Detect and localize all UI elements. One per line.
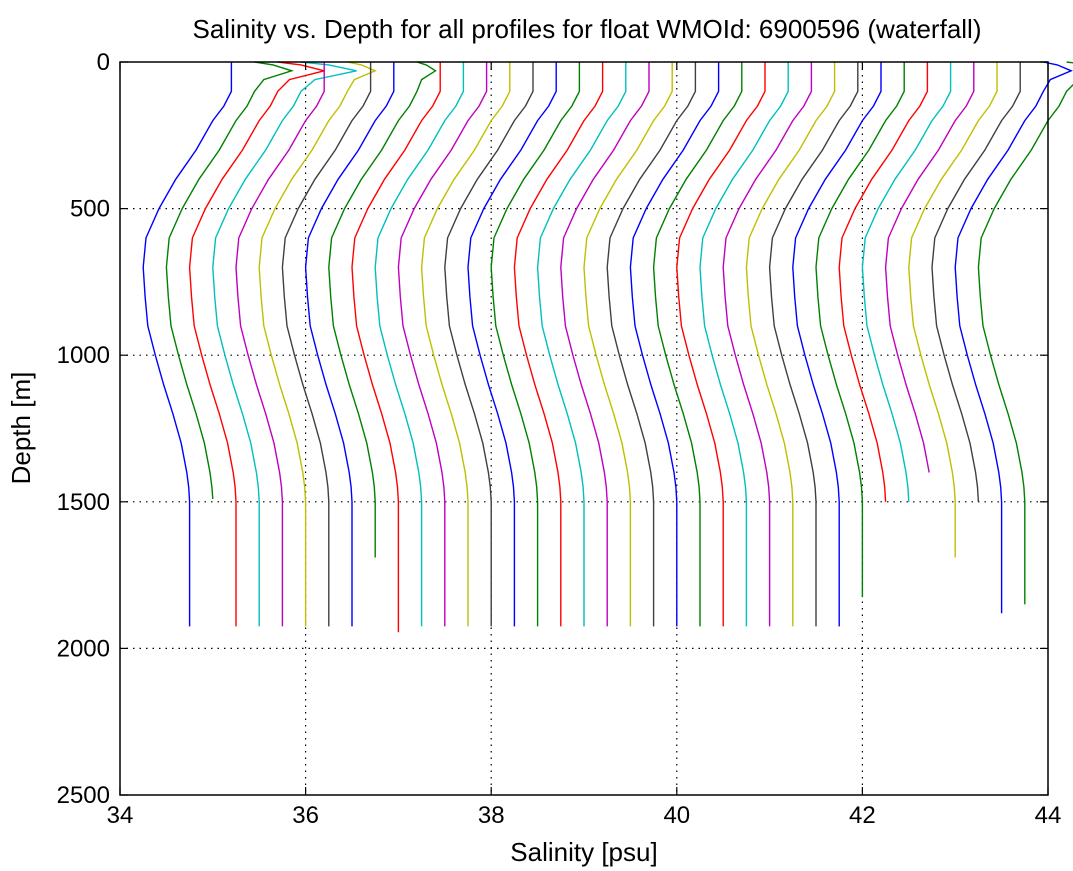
- profile-line: [931, 62, 1021, 502]
- profile-line: [560, 62, 650, 627]
- plot-frame: [119, 61, 1049, 796]
- x-tick-label: 36: [292, 802, 319, 829]
- profile-line: [212, 61, 357, 627]
- profile-line: [467, 62, 557, 627]
- profile-line: [815, 62, 905, 598]
- profile-line: [374, 62, 465, 627]
- axis-ticks: 34 36 38 40 42 44 0 500 1000 1500 2000 2500: [57, 49, 1062, 829]
- profile-series: [142, 61, 1073, 633]
- x-tick-label: 42: [849, 802, 876, 829]
- x-tick-label: 34: [107, 802, 134, 829]
- profile-line: [652, 62, 743, 627]
- profile-line: [165, 61, 295, 499]
- profile-line: [745, 62, 836, 627]
- profile-line: [954, 61, 1073, 614]
- y-tick-label: 1000: [57, 342, 110, 369]
- profile-line: [188, 61, 325, 627]
- x-tick-label: 38: [478, 802, 505, 829]
- profile-line: [397, 62, 488, 627]
- profile-line: [281, 62, 372, 627]
- profile-line: [722, 62, 813, 627]
- x-tick-label: 40: [663, 802, 690, 829]
- profile-line: [977, 61, 1073, 605]
- y-tick-label: 2000: [57, 635, 110, 662]
- profile-line: [235, 62, 325, 627]
- profile-line: [328, 61, 437, 558]
- profile-line: [792, 62, 882, 627]
- profile-line: [699, 62, 789, 627]
- profile-line: [884, 62, 975, 473]
- x-axis-title: Salinity [psu]: [510, 837, 657, 867]
- profile-line: [908, 62, 998, 558]
- profile-line: [861, 62, 952, 502]
- y-tick-label: 500: [70, 196, 110, 223]
- y-tick-label: 0: [97, 49, 110, 76]
- profile-line: [351, 62, 441, 633]
- profile-line: [768, 62, 859, 627]
- x-tick-label: 44: [1035, 802, 1062, 829]
- profile-line: [304, 62, 395, 627]
- y-tick-label: 2500: [57, 782, 110, 809]
- profile-line: [536, 62, 627, 627]
- profile-line: [444, 62, 534, 627]
- profile-line: [513, 62, 604, 627]
- chart-title: Salinity vs. Depth for all profiles for …: [193, 14, 982, 44]
- profile-line: [629, 62, 720, 627]
- profile-line: [583, 62, 673, 627]
- profile-line: [420, 62, 511, 627]
- profile-line: [490, 62, 581, 627]
- profile-line: [676, 62, 766, 627]
- profile-line: [606, 62, 697, 627]
- profile-line: [258, 61, 377, 627]
- y-axis-title: Depth [m]: [6, 372, 36, 485]
- profile-line: [838, 62, 929, 502]
- y-tick-label: 1500: [57, 489, 110, 516]
- profile-line: [142, 62, 233, 627]
